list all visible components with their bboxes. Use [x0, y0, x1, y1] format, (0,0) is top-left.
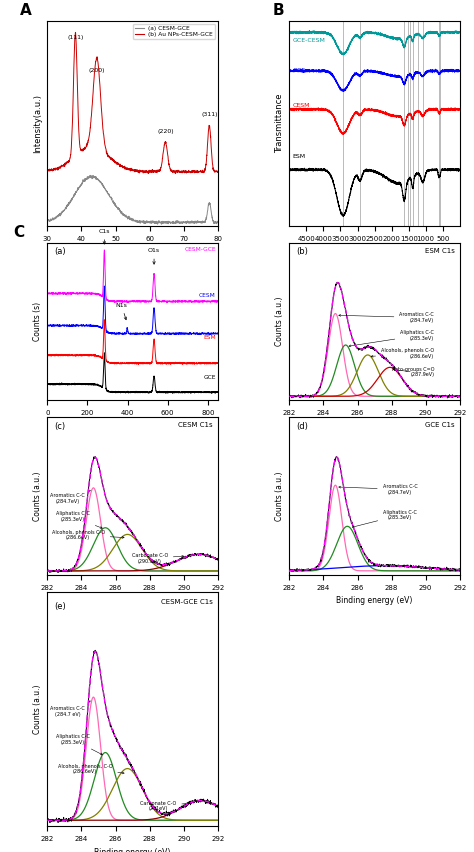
Text: (b): (b) — [296, 247, 308, 256]
X-axis label: Angel(°): Angel(°) — [115, 247, 150, 256]
Text: ESM: ESM — [293, 154, 306, 159]
Text: CESM C1s: CESM C1s — [178, 423, 213, 429]
Text: Carbonate C-O
(291eV): Carbonate C-O (291eV) — [140, 801, 189, 811]
Text: Alcohols, phenols C-O
(286.6eV): Alcohols, phenols C-O (286.6eV) — [52, 530, 124, 540]
Text: Aliphatics C-C
(285.3eV): Aliphatics C-C (285.3eV) — [349, 331, 434, 347]
Text: 1630: 1630 — [402, 252, 406, 262]
Text: A: A — [20, 3, 32, 18]
Text: 1083: 1083 — [421, 252, 425, 262]
Text: Aliphatics C-C
(285.3eV): Aliphatics C-C (285.3eV) — [56, 734, 102, 755]
Text: Aromatics C-C
(284.7eV): Aromatics C-C (284.7eV) — [339, 312, 434, 323]
Text: Aliphatics C-C
(285.3eV): Aliphatics C-C (285.3eV) — [352, 509, 417, 527]
Text: CESM-GCE: CESM-GCE — [184, 247, 216, 252]
Y-axis label: Counts (a.u.): Counts (a.u.) — [275, 296, 284, 347]
Text: O1s: O1s — [148, 249, 160, 264]
X-axis label: Binding Energy (eV): Binding Energy (eV) — [94, 422, 171, 431]
Text: (e): (e) — [54, 602, 66, 611]
Text: (c): (c) — [54, 422, 65, 430]
Text: Carbonate C-O
(290.9eV): Carbonate C-O (290.9eV) — [131, 553, 184, 564]
Text: 2925: 2925 — [358, 252, 362, 263]
Text: GCE: GCE — [203, 376, 216, 380]
Text: C1s: C1s — [99, 229, 110, 244]
Text: CESM-GCE C1s: CESM-GCE C1s — [161, 599, 213, 605]
Text: (311): (311) — [201, 112, 218, 118]
Text: GCE C1s: GCE C1s — [425, 423, 455, 429]
Y-axis label: Counts (a.u.): Counts (a.u.) — [275, 471, 284, 521]
Text: (220): (220) — [157, 129, 173, 134]
Text: 1527: 1527 — [406, 252, 410, 262]
Text: Aromatics C-C
(284.7eV): Aromatics C-C (284.7eV) — [339, 484, 418, 495]
Text: B: B — [273, 3, 284, 18]
Y-axis label: Counts (a.u.): Counts (a.u.) — [33, 471, 42, 521]
X-axis label: Binding energy (eV): Binding energy (eV) — [337, 596, 413, 606]
Text: Alcohols, phenols, C-O
(286.6eV): Alcohols, phenols, C-O (286.6eV) — [57, 763, 124, 774]
Text: (a): (a) — [54, 247, 66, 256]
Legend: (a) CESM-GCE, (b) Au NPs-CESM-GCE: (a) CESM-GCE, (b) Au NPs-CESM-GCE — [133, 24, 215, 39]
Text: CESM: CESM — [199, 293, 216, 298]
Text: Aromatics C-C
(284.7 eV): Aromatics C-C (284.7 eV) — [50, 701, 91, 717]
Text: GCE: GCE — [293, 68, 306, 73]
Text: Aromatics C-C
(284.7eV): Aromatics C-C (284.7eV) — [50, 491, 91, 504]
Text: GCE-CESM: GCE-CESM — [293, 37, 326, 43]
Y-axis label: Counts (s): Counts (s) — [33, 302, 42, 341]
Text: 1446: 1446 — [409, 252, 412, 262]
Text: C: C — [13, 225, 25, 239]
Y-axis label: Intensity(a.u.): Intensity(a.u.) — [33, 94, 42, 153]
Text: Keto-groups C=O
(287.9eV): Keto-groups C=O (287.9eV) — [392, 366, 434, 377]
Text: 1232: 1232 — [416, 252, 420, 262]
Text: 3423: 3423 — [341, 252, 345, 262]
X-axis label: Binding energy (eV): Binding energy (eV) — [94, 596, 171, 606]
Y-axis label: Transmittance: Transmittance — [275, 94, 284, 153]
Text: CESM: CESM — [293, 103, 310, 108]
Text: Aliphatics C-C
(285.3eV): Aliphatics C-C (285.3eV) — [56, 511, 102, 528]
X-axis label: Binding energy (eV): Binding energy (eV) — [337, 422, 413, 431]
Text: 619: 619 — [437, 252, 441, 260]
Text: ESM: ESM — [203, 335, 216, 340]
Text: 1380: 1380 — [411, 252, 415, 262]
Text: (d): (d) — [296, 422, 308, 430]
Text: N1s: N1s — [116, 303, 128, 320]
X-axis label: Binding energy (eV): Binding energy (eV) — [94, 848, 171, 852]
Text: 580: 580 — [438, 252, 442, 260]
Text: Alcohols, phenols C-O
(286.6eV): Alcohols, phenols C-O (286.6eV) — [371, 348, 434, 360]
Text: (111): (111) — [67, 35, 83, 40]
Y-axis label: Counts (a.u.): Counts (a.u.) — [33, 684, 42, 734]
Text: (200): (200) — [89, 68, 105, 73]
Text: ESM C1s: ESM C1s — [425, 248, 455, 254]
